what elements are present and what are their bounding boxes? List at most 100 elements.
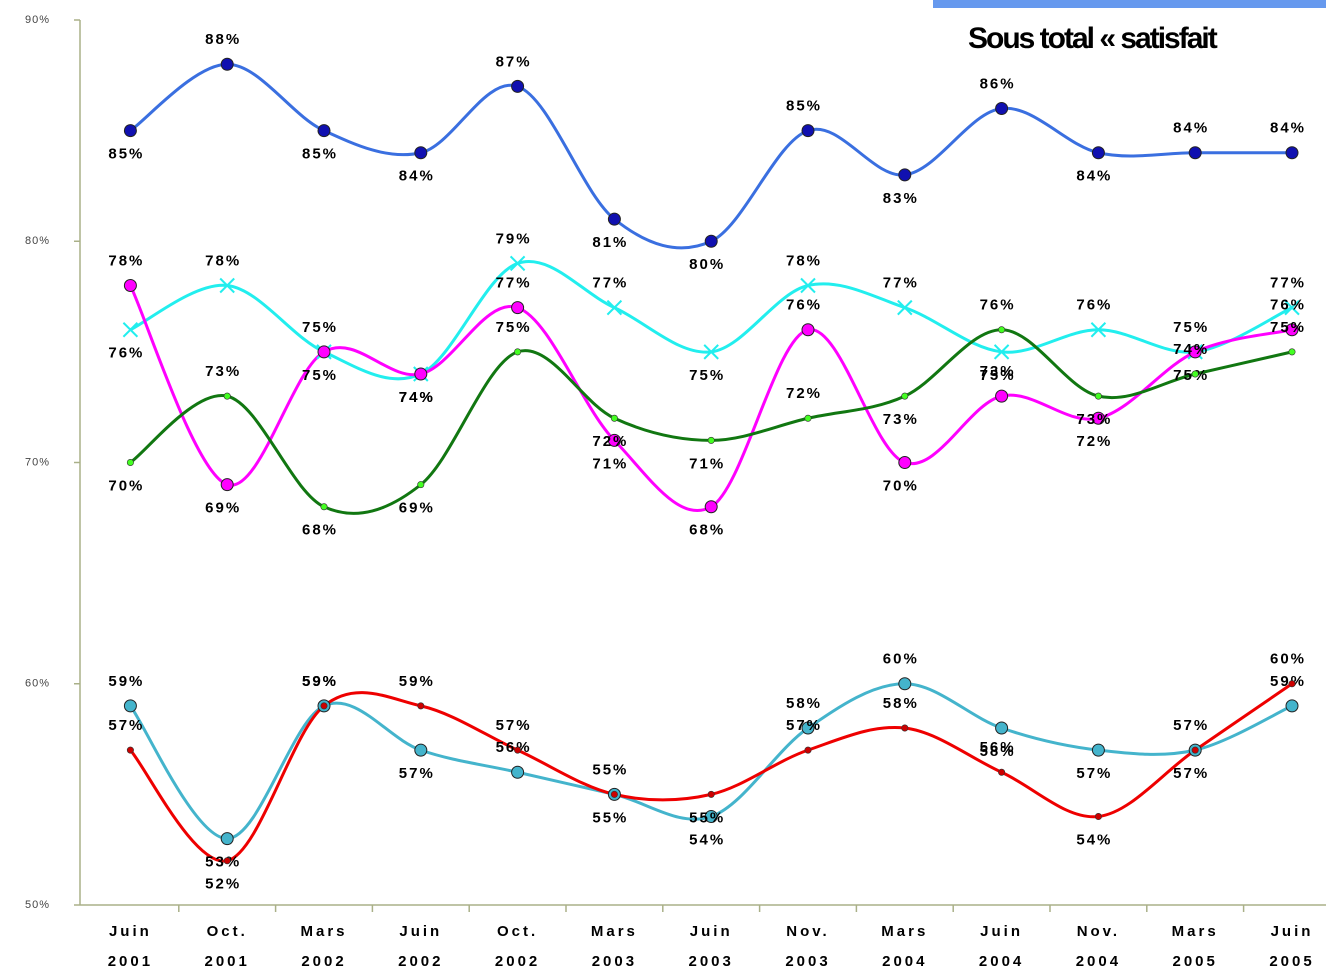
data-label: 68% bbox=[302, 522, 338, 539]
data-label: 75% bbox=[302, 319, 338, 336]
data-label: 78% bbox=[108, 252, 144, 269]
marker bbox=[801, 721, 815, 735]
data-label: 73% bbox=[883, 411, 919, 428]
data-label: 57% bbox=[1076, 765, 1112, 782]
marker bbox=[1188, 345, 1202, 359]
y-tick-label: 90% bbox=[25, 14, 50, 26]
data-label: 55% bbox=[689, 809, 725, 826]
marker bbox=[320, 503, 328, 511]
marker-x bbox=[122, 322, 139, 338]
marker bbox=[220, 57, 234, 71]
marker-x bbox=[509, 255, 526, 272]
data-label: 70% bbox=[883, 477, 919, 494]
data-label: 74% bbox=[399, 389, 435, 406]
data-label: 78% bbox=[786, 252, 822, 269]
chart-title: Sous total « satisfait bbox=[968, 22, 1218, 55]
data-label: 69% bbox=[399, 500, 435, 517]
marker bbox=[610, 790, 618, 798]
marker-x bbox=[993, 344, 1010, 360]
data-label: 59% bbox=[302, 673, 338, 690]
marker bbox=[414, 146, 428, 160]
marker bbox=[317, 124, 331, 138]
data-label: 85% bbox=[108, 146, 144, 163]
data-label: 73% bbox=[1076, 411, 1112, 428]
x-tick-label: Nov. 2004 bbox=[1076, 923, 1121, 970]
marker bbox=[126, 746, 134, 754]
marker bbox=[223, 392, 231, 400]
marker bbox=[901, 392, 909, 400]
x-tick-label: Juin 2001 bbox=[108, 923, 153, 970]
marker bbox=[1285, 146, 1299, 160]
data-label: 84% bbox=[1076, 168, 1112, 185]
data-label: 60% bbox=[1270, 651, 1306, 668]
marker bbox=[607, 212, 621, 226]
data-label: 75% bbox=[689, 367, 725, 384]
marker bbox=[998, 326, 1006, 334]
data-label: 55% bbox=[592, 761, 628, 778]
marker bbox=[1284, 299, 1300, 316]
data-label: 54% bbox=[1076, 831, 1112, 848]
marker bbox=[704, 234, 718, 248]
data-label: 77% bbox=[883, 275, 919, 292]
marker-x bbox=[219, 277, 235, 294]
marker bbox=[993, 344, 1010, 360]
marker bbox=[223, 857, 231, 865]
data-label: 83% bbox=[883, 190, 919, 207]
marker bbox=[1091, 146, 1105, 160]
data-label: 76% bbox=[980, 297, 1016, 314]
data-label: 73% bbox=[980, 363, 1016, 380]
x-tick-label: Mars 2002 bbox=[300, 923, 347, 970]
series-line bbox=[129, 284, 1293, 513]
y-tick-label: 60% bbox=[25, 678, 50, 690]
data-label: 57% bbox=[496, 717, 532, 734]
data-label: 72% bbox=[1076, 433, 1112, 450]
y-tick-label: 50% bbox=[25, 899, 50, 911]
marker bbox=[417, 702, 425, 710]
data-label: 58% bbox=[980, 743, 1016, 760]
data-label: 57% bbox=[1173, 765, 1209, 782]
data-label: 72% bbox=[786, 385, 822, 402]
data-label: 57% bbox=[1173, 717, 1209, 734]
marker bbox=[1091, 743, 1105, 757]
marker bbox=[704, 500, 718, 514]
data-label: 75% bbox=[1173, 319, 1209, 336]
data-label: 68% bbox=[689, 522, 725, 539]
data-label: 80% bbox=[689, 256, 725, 273]
y-tick-label: 80% bbox=[25, 235, 50, 247]
marker bbox=[123, 279, 137, 292]
x-tick-label: Mars 2004 bbox=[881, 923, 928, 970]
marker bbox=[123, 124, 137, 138]
data-label: 70% bbox=[108, 477, 144, 494]
data-label: 60% bbox=[883, 651, 919, 668]
marker bbox=[898, 677, 912, 691]
data-label: 59% bbox=[399, 673, 435, 690]
data-label: 54% bbox=[689, 831, 725, 848]
data-label: 81% bbox=[592, 234, 628, 251]
data-label: 56% bbox=[496, 739, 532, 756]
data-label: 75% bbox=[980, 367, 1016, 384]
data-label: 85% bbox=[786, 98, 822, 115]
marker bbox=[219, 277, 235, 294]
data-label: 71% bbox=[592, 455, 628, 472]
data-label: 58% bbox=[786, 695, 822, 712]
data-label: 69% bbox=[205, 500, 241, 517]
marker-x bbox=[800, 277, 816, 294]
marker bbox=[804, 414, 812, 422]
marker bbox=[1094, 812, 1102, 820]
marker bbox=[901, 724, 909, 732]
x-tick-label: Oct. 2001 bbox=[205, 923, 250, 970]
marker bbox=[1094, 392, 1102, 400]
marker bbox=[707, 790, 715, 798]
data-label: 75% bbox=[302, 367, 338, 384]
data-label: 74% bbox=[399, 389, 435, 406]
data-label: 84% bbox=[1270, 120, 1306, 137]
marker bbox=[511, 79, 525, 93]
marker bbox=[220, 832, 234, 846]
series-line bbox=[129, 682, 1293, 841]
marker bbox=[414, 743, 428, 757]
data-label: 85% bbox=[302, 146, 338, 163]
marker-x bbox=[1090, 322, 1107, 338]
marker bbox=[606, 299, 623, 316]
data-label: 86% bbox=[980, 75, 1016, 92]
